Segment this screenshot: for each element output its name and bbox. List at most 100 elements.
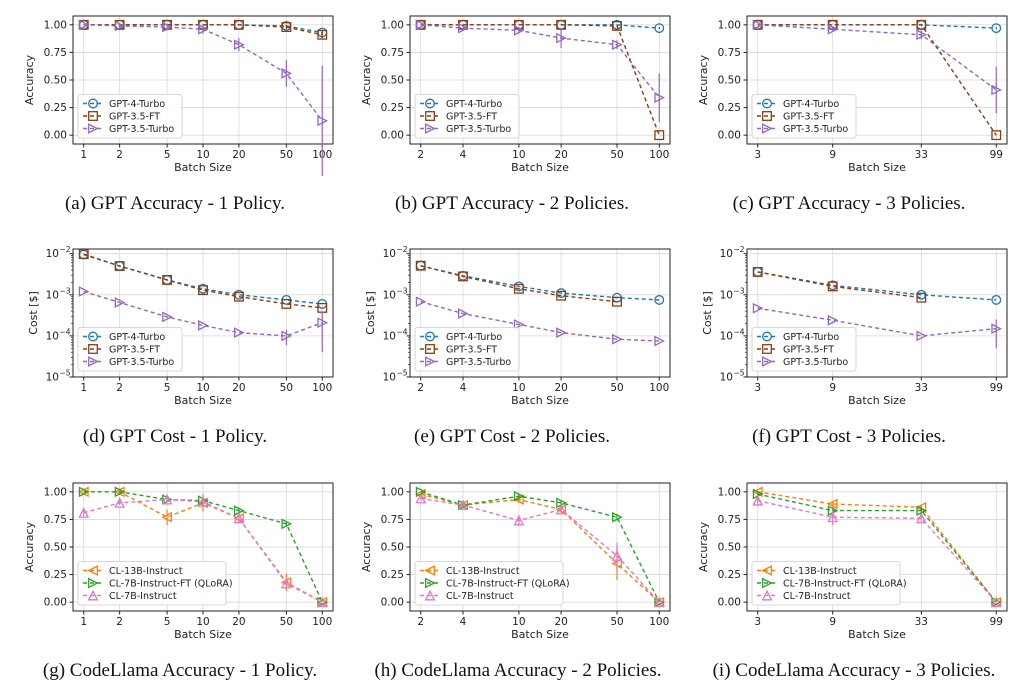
- data-point: [991, 596, 1003, 608]
- x-axis-label: Batch Size: [848, 628, 906, 641]
- x-tick-label: 9: [829, 616, 836, 628]
- data-point: [612, 20, 622, 31]
- series-gpt-4-turbo: [752, 266, 1002, 305]
- x-tick-label: 4: [460, 616, 467, 628]
- x-tick-label: 100: [649, 616, 669, 628]
- legend-box: [77, 94, 183, 139]
- x-tick-label: 1: [80, 382, 87, 394]
- x-axis-label: Batch Size: [174, 628, 232, 641]
- legend-marker: [88, 111, 98, 121]
- x-tick-label: 33: [915, 382, 928, 394]
- series-line: [757, 24, 997, 91]
- data-point: [458, 271, 468, 282]
- data-point: [114, 497, 125, 508]
- data-point: [990, 596, 1002, 608]
- data-point: [556, 327, 567, 338]
- data-point: [316, 596, 328, 608]
- legend-label: GPT-3.5-Turbo: [109, 357, 174, 368]
- data-point: [114, 486, 126, 498]
- data-point: [233, 19, 244, 30]
- data-point: [752, 266, 763, 277]
- x-tick-label: 100: [649, 382, 669, 394]
- legend-label: GPT-3.5-FT: [783, 344, 834, 355]
- data-point: [612, 511, 623, 523]
- legend-label: GPT-3.5-FT: [109, 344, 160, 355]
- legend-marker: [761, 565, 772, 576]
- data-point: [281, 298, 292, 309]
- x-tick-label: 1: [80, 149, 87, 161]
- legend-marker: [424, 565, 435, 576]
- legend-label: GPT-4-Turbo: [783, 332, 839, 343]
- data-point: [916, 29, 928, 41]
- x-tick-label: 50: [280, 382, 293, 394]
- data-point: [991, 323, 1003, 335]
- plot-frame: [409, 248, 671, 378]
- legend-marker: [762, 98, 772, 109]
- data-point: [611, 550, 623, 561]
- y-tick-label: 0.75: [381, 514, 404, 526]
- x-tick-label: 2: [116, 149, 123, 161]
- caption-e: (e) GPT Cost - 2 Policies.: [414, 426, 610, 447]
- y-tick-label: 10: [46, 289, 59, 301]
- y-tick-label: 10: [383, 289, 396, 301]
- x-tick-label: 3: [754, 149, 761, 161]
- data-point: [752, 494, 764, 506]
- x-tick-label: 10: [196, 149, 209, 161]
- x-tick-label: 99: [990, 149, 1003, 161]
- y-tick-label: 0.75: [44, 514, 67, 526]
- y-tick-label: 0.00: [381, 130, 404, 142]
- x-tick-label: 99: [990, 616, 1003, 628]
- data-point: [991, 84, 1003, 96]
- series-line: [757, 493, 997, 603]
- y-tick-label: 0.75: [381, 47, 404, 59]
- series-line: [757, 271, 922, 299]
- x-axis-label: Batch Size: [848, 161, 906, 174]
- legend-marker: [761, 589, 773, 601]
- x-tick-label: 99: [990, 382, 1003, 394]
- legend-box: [414, 94, 520, 139]
- data-point: [991, 130, 1002, 141]
- legend-label: CL-7B-Instruct-FT (QLoRA): [783, 578, 907, 589]
- data-point: [827, 314, 839, 326]
- data-point: [513, 319, 525, 330]
- y-axis-label: Cost [$]: [27, 291, 40, 335]
- series-cl-7b-instruct-ft-qlora-: [752, 488, 1003, 608]
- x-tick-label: 2: [116, 382, 123, 394]
- series-line: [420, 265, 618, 303]
- y-tick-label: 0.25: [718, 102, 741, 114]
- y-tick-exponent: −5: [734, 369, 745, 378]
- data-point: [281, 330, 293, 342]
- legend-label: GPT-4-Turbo: [446, 332, 502, 343]
- data-point: [162, 274, 173, 285]
- series-line: [757, 499, 997, 603]
- caption-i: (i) CodeLlama Accuracy - 3 Policies.: [712, 660, 996, 681]
- x-tick-label: 50: [280, 616, 293, 628]
- legend-label: CL-7B-Instruct: [109, 591, 177, 602]
- data-point: [198, 23, 209, 35]
- data-point: [114, 20, 126, 32]
- x-tick-label: 2: [116, 616, 123, 628]
- x-tick-label: 20: [232, 382, 245, 394]
- data-point: [162, 311, 173, 323]
- data-point: [556, 32, 567, 44]
- y-tick-label: 0.50: [718, 75, 741, 87]
- series-gpt-3-5-ft: [415, 260, 622, 307]
- series-cl-7b-instruct: [78, 493, 328, 608]
- y-tick-label: 0.75: [718, 47, 741, 59]
- y-tick-label: 0.25: [44, 569, 67, 581]
- series-line: [420, 24, 660, 99]
- y-tick-label: 0.00: [718, 130, 741, 142]
- legend-label: GPT-3.5-Turbo: [109, 124, 174, 135]
- data-point: [317, 317, 329, 329]
- data-point: [281, 22, 292, 32]
- data-point: [198, 285, 208, 296]
- y-tick-exponent: −5: [397, 369, 408, 378]
- y-axis-label: Accuracy: [23, 54, 36, 105]
- data-point: [555, 503, 567, 515]
- legend-marker: [762, 123, 773, 134]
- y-axis-label: Cost [$]: [701, 291, 714, 335]
